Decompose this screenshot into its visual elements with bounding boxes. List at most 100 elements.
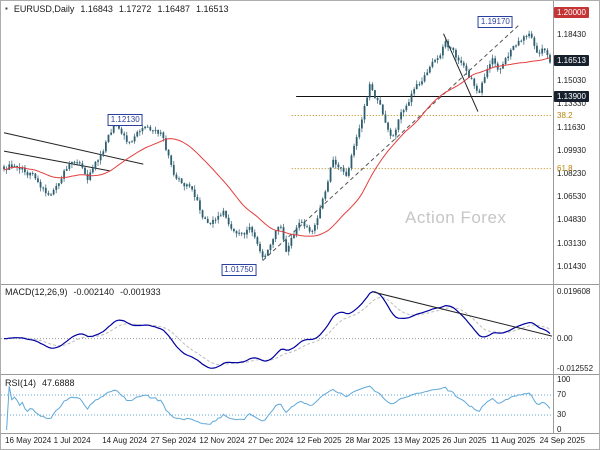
candle-body	[502, 64, 504, 69]
x-axis-date-label: 11 Aug 2025	[491, 436, 536, 445]
candle-body	[138, 131, 141, 133]
candle-body	[8, 164, 11, 170]
candle-body	[125, 135, 128, 142]
candle-body	[23, 167, 26, 173]
candle-body	[332, 159, 335, 168]
candle-body	[191, 186, 193, 190]
candle-body	[91, 168, 94, 173]
candle-body	[475, 85, 478, 91]
candle-body	[489, 64, 491, 70]
candle-body	[311, 230, 314, 232]
ohlc-high-value: 1.17272	[118, 4, 152, 14]
candle-body	[188, 184, 191, 187]
candle-body	[104, 141, 107, 152]
trendline-3	[443, 33, 479, 112]
candle-body	[533, 37, 536, 46]
candle-body	[282, 227, 285, 240]
macd-main-line	[3, 291, 551, 369]
candle-body	[287, 245, 290, 252]
candle-body	[347, 168, 350, 176]
symbol-timeframe-label: EURUSD,Daily	[13, 4, 75, 14]
candle-body	[337, 164, 340, 168]
candle-body	[175, 174, 178, 179]
candle-body	[209, 222, 212, 224]
candle-body	[94, 161, 97, 169]
price-chart-title: ▪ EURUSD,Daily 1.16843 1.17272 1.16487 1…	[5, 4, 229, 14]
candle-body	[361, 119, 363, 129]
candle-body	[355, 137, 358, 146]
candle-body	[517, 40, 520, 46]
candle-body	[251, 227, 254, 233]
candle-body	[345, 171, 348, 176]
candle-body	[324, 191, 327, 199]
candle-body	[97, 160, 99, 162]
candle-body	[300, 221, 303, 223]
candle-body	[76, 162, 79, 164]
macd-main-value: -0.002140	[73, 287, 115, 297]
candle-body	[206, 218, 209, 223]
candle-body	[269, 244, 272, 251]
macd-axis-min: -0.012552	[557, 364, 594, 373]
candle-body	[486, 69, 489, 78]
candle-body	[178, 178, 180, 180]
candle-body	[468, 70, 470, 78]
candle-body	[528, 33, 531, 37]
candle-body	[478, 90, 481, 93]
candle-body	[313, 225, 316, 231]
price-axis-label: 1.13330	[557, 99, 586, 109]
candle-body	[387, 122, 389, 130]
x-axis-date-label: 12 Nov 2024	[199, 436, 245, 445]
candle-body	[543, 48, 546, 51]
candle-body	[374, 90, 376, 98]
candle-body	[319, 208, 322, 219]
candle-body	[84, 167, 86, 175]
candle-body	[193, 189, 196, 197]
candle-body	[133, 136, 136, 142]
candle-body	[280, 226, 282, 228]
candle-body	[436, 58, 439, 60]
candle-body	[366, 97, 369, 106]
candle-body	[81, 163, 84, 168]
fibonacci-axis-label: 38.2	[557, 110, 573, 120]
candle-body	[261, 251, 264, 258]
candle-body	[37, 178, 39, 182]
candle-body	[18, 166, 21, 170]
x-axis-date-label: 12 Feb 2025	[296, 436, 342, 445]
candle-body	[384, 114, 387, 123]
candle-body	[536, 45, 538, 53]
x-axis-date-label: 27 Dec 2024	[248, 436, 294, 445]
price-axis-label: 1.09930	[557, 145, 586, 155]
candle-body	[136, 131, 139, 137]
candle-body	[183, 183, 186, 187]
candle-body	[363, 105, 366, 120]
x-axis-date-label: 1 Jul 2024	[53, 436, 91, 445]
x-axis-date-label: 27 Sep 2024	[150, 436, 197, 445]
candle-body	[256, 237, 259, 244]
candle-body	[152, 130, 154, 132]
macd-name-label: MACD(12,26,9)	[5, 287, 68, 297]
price-level-box: 1.13900	[554, 90, 589, 102]
candle-body	[541, 48, 544, 54]
candle-body	[470, 77, 473, 79]
candle-body	[277, 226, 280, 231]
candle-body	[394, 129, 397, 136]
symbol-marker-icon: ▪	[5, 4, 8, 13]
candle-body	[128, 141, 131, 143]
candle-body	[39, 181, 42, 188]
candle-body	[243, 233, 246, 235]
candle-body	[538, 52, 541, 54]
candle-body	[149, 126, 152, 131]
candle-body	[10, 164, 13, 168]
candle-body	[3, 166, 5, 170]
candle-body	[118, 125, 120, 129]
candle-body	[334, 159, 337, 165]
candle-body	[31, 172, 34, 174]
x-axis-date-label: 14 Aug 2024	[102, 436, 148, 445]
macd-indicator-title: MACD(12,26,9) -0.002140 -0.001933	[5, 287, 161, 297]
price-axis-label: 1.06530	[557, 192, 586, 202]
candle-body	[381, 104, 384, 115]
candle-body	[172, 164, 175, 175]
price-axis-label: 1.08230	[557, 168, 586, 178]
candle-body	[290, 237, 293, 246]
